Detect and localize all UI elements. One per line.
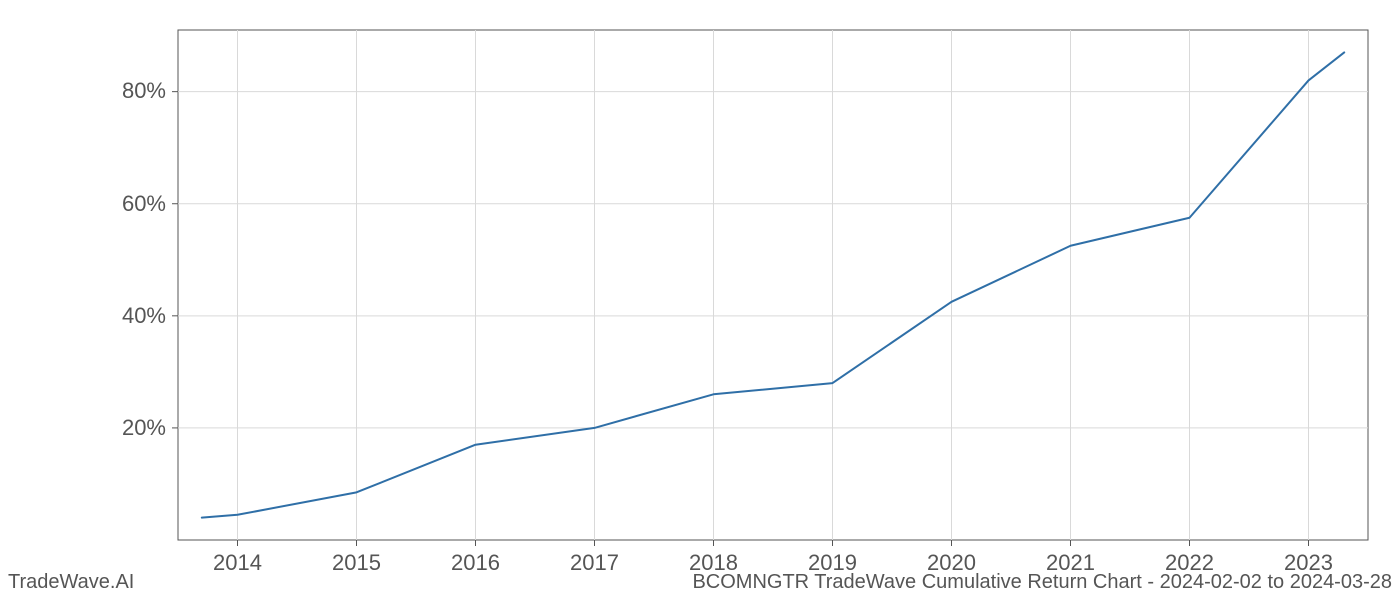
x-tick-label: 2017 [570, 550, 619, 576]
x-tick-label: 2021 [1046, 550, 1095, 576]
y-tick-label: 20% [122, 415, 166, 441]
cumulative-return-chart: TradeWave.AI BCOMNGTR TradeWave Cumulati… [0, 0, 1400, 600]
x-tick-label: 2014 [213, 550, 262, 576]
y-tick-label: 80% [122, 78, 166, 104]
plot-svg [178, 30, 1368, 540]
x-tick-label: 2015 [332, 550, 381, 576]
y-tick-label: 60% [122, 191, 166, 217]
y-tick-label: 40% [122, 303, 166, 329]
footer-left-label: TradeWave.AI [8, 571, 134, 594]
x-tick-label: 2019 [808, 550, 857, 576]
x-tick-label: 2018 [689, 550, 738, 576]
x-tick-label: 2016 [451, 550, 500, 576]
x-tick-label: 2020 [927, 550, 976, 576]
x-tick-label: 2023 [1284, 550, 1333, 576]
x-tick-label: 2022 [1165, 550, 1214, 576]
series-line [202, 52, 1344, 517]
plot-area [178, 30, 1368, 540]
